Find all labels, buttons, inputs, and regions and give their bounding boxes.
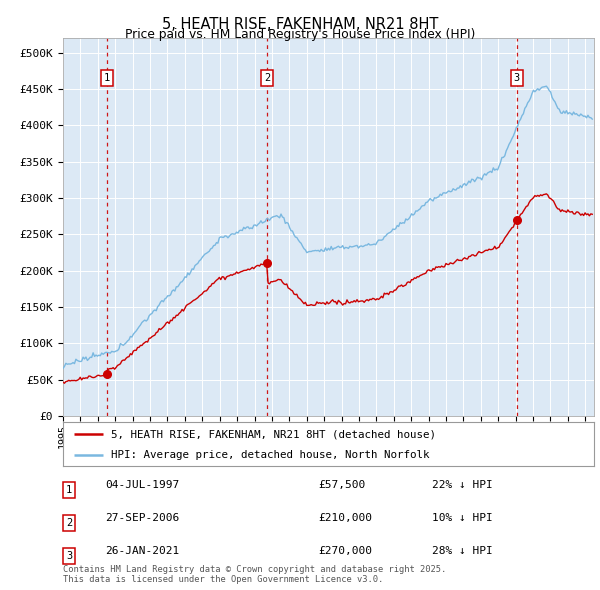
Text: 1: 1: [66, 485, 72, 495]
Text: 3: 3: [514, 73, 520, 83]
Text: 22% ↓ HPI: 22% ↓ HPI: [432, 480, 493, 490]
Text: 10% ↓ HPI: 10% ↓ HPI: [432, 513, 493, 523]
Text: 2: 2: [264, 73, 271, 83]
Text: £270,000: £270,000: [318, 546, 372, 556]
Text: 3: 3: [66, 551, 72, 561]
Text: Contains HM Land Registry data © Crown copyright and database right 2025.
This d: Contains HM Land Registry data © Crown c…: [63, 565, 446, 584]
Text: 2: 2: [66, 518, 72, 528]
Text: Price paid vs. HM Land Registry's House Price Index (HPI): Price paid vs. HM Land Registry's House …: [125, 28, 475, 41]
Text: £210,000: £210,000: [318, 513, 372, 523]
Text: 5, HEATH RISE, FAKENHAM, NR21 8HT (detached house): 5, HEATH RISE, FAKENHAM, NR21 8HT (detac…: [111, 430, 436, 439]
Text: 26-JAN-2021: 26-JAN-2021: [105, 546, 179, 556]
Text: HPI: Average price, detached house, North Norfolk: HPI: Average price, detached house, Nort…: [111, 450, 429, 460]
Text: 28% ↓ HPI: 28% ↓ HPI: [432, 546, 493, 556]
Text: 1: 1: [103, 73, 110, 83]
Text: 5, HEATH RISE, FAKENHAM, NR21 8HT: 5, HEATH RISE, FAKENHAM, NR21 8HT: [162, 17, 438, 31]
Text: 04-JUL-1997: 04-JUL-1997: [105, 480, 179, 490]
Text: £57,500: £57,500: [318, 480, 365, 490]
Text: 27-SEP-2006: 27-SEP-2006: [105, 513, 179, 523]
